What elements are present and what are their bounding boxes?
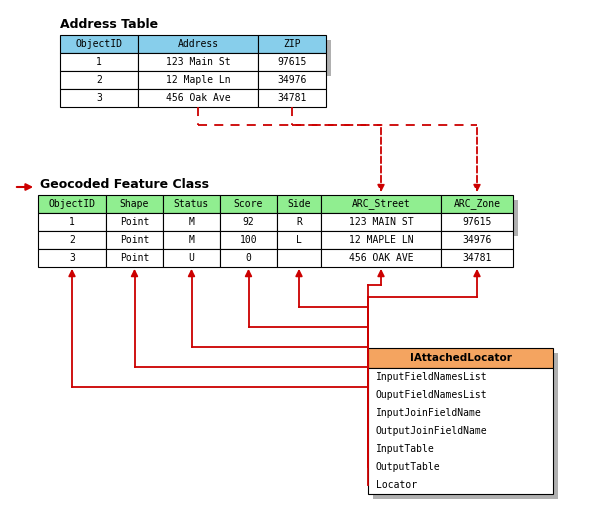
Bar: [277, 231, 321, 249]
Bar: [258, 71, 326, 89]
Bar: [163, 249, 220, 267]
Text: 12 Maple Ln: 12 Maple Ln: [165, 75, 230, 85]
Text: M: M: [189, 217, 195, 227]
Bar: [277, 195, 321, 213]
Text: U: U: [189, 253, 195, 263]
Text: ZIP: ZIP: [283, 39, 301, 49]
Bar: [277, 213, 321, 231]
Bar: [163, 195, 220, 213]
Text: Address: Address: [177, 39, 219, 49]
Text: Point: Point: [120, 235, 149, 245]
Bar: [441, 249, 513, 267]
Text: ARC_Zone: ARC_Zone: [454, 199, 500, 210]
Text: Geocoded Feature Class: Geocoded Feature Class: [40, 178, 209, 191]
Bar: [258, 53, 326, 71]
Text: 97615: 97615: [463, 217, 492, 227]
Text: 123 Main St: 123 Main St: [165, 57, 230, 67]
Text: 34976: 34976: [463, 235, 492, 245]
Text: InputTable: InputTable: [376, 444, 435, 454]
Text: 97615: 97615: [278, 57, 307, 67]
Bar: [60, 53, 138, 71]
Text: 2: 2: [96, 75, 102, 85]
Bar: [65, 40, 331, 76]
Bar: [60, 89, 138, 107]
Bar: [441, 231, 513, 249]
Text: 2: 2: [69, 235, 75, 245]
Text: 0: 0: [246, 253, 251, 263]
Bar: [38, 213, 106, 231]
Bar: [277, 249, 321, 267]
Text: ObjectID: ObjectID: [49, 199, 95, 209]
Bar: [321, 231, 441, 249]
Bar: [138, 89, 258, 107]
Text: Status: Status: [174, 199, 209, 209]
Bar: [138, 53, 258, 71]
Bar: [220, 249, 277, 267]
Text: 34976: 34976: [278, 75, 307, 85]
Bar: [60, 71, 138, 89]
Text: 123 MAIN ST: 123 MAIN ST: [349, 217, 413, 227]
Bar: [163, 231, 220, 249]
Text: 3: 3: [96, 93, 102, 103]
Text: 100: 100: [240, 235, 257, 245]
Bar: [106, 231, 163, 249]
Text: Side: Side: [287, 199, 311, 209]
Text: InputFieldNamesList: InputFieldNamesList: [376, 372, 487, 382]
Text: InputJoinFieldName: InputJoinFieldName: [376, 408, 482, 418]
Bar: [138, 35, 258, 53]
Text: Point: Point: [120, 217, 149, 227]
Text: Shape: Shape: [120, 199, 149, 209]
Text: Point: Point: [120, 253, 149, 263]
Bar: [321, 213, 441, 231]
Bar: [368, 348, 553, 368]
Bar: [321, 249, 441, 267]
Bar: [106, 249, 163, 267]
Text: Locator: Locator: [376, 480, 417, 490]
Bar: [258, 89, 326, 107]
Bar: [138, 71, 258, 89]
Bar: [368, 368, 553, 494]
Text: OutputTable: OutputTable: [376, 462, 441, 472]
Text: R: R: [296, 217, 302, 227]
Bar: [441, 195, 513, 213]
Bar: [321, 195, 441, 213]
Bar: [38, 195, 106, 213]
Text: 1: 1: [69, 217, 75, 227]
Text: Address Table: Address Table: [60, 18, 158, 31]
Text: 34781: 34781: [463, 253, 492, 263]
Bar: [38, 249, 106, 267]
Bar: [60, 35, 138, 53]
Bar: [220, 231, 277, 249]
Text: L: L: [296, 235, 302, 245]
Bar: [106, 195, 163, 213]
Text: 456 Oak Ave: 456 Oak Ave: [165, 93, 230, 103]
Text: 3: 3: [69, 253, 75, 263]
Bar: [106, 213, 163, 231]
Text: M: M: [189, 235, 195, 245]
Bar: [258, 35, 326, 53]
Text: OutputJoinFieldName: OutputJoinFieldName: [376, 426, 487, 436]
Text: IAttachedLocator: IAttachedLocator: [410, 353, 511, 363]
Text: 12 MAPLE LN: 12 MAPLE LN: [349, 235, 413, 245]
Bar: [220, 195, 277, 213]
Text: ObjectID: ObjectID: [75, 39, 123, 49]
Bar: [43, 200, 518, 236]
Text: 34781: 34781: [278, 93, 307, 103]
Bar: [163, 213, 220, 231]
Bar: [373, 353, 558, 499]
Bar: [38, 231, 106, 249]
Bar: [220, 213, 277, 231]
Text: 456 OAK AVE: 456 OAK AVE: [349, 253, 413, 263]
Text: 1: 1: [96, 57, 102, 67]
Text: ARC_Street: ARC_Street: [352, 199, 410, 210]
Bar: [441, 213, 513, 231]
Text: 92: 92: [243, 217, 254, 227]
Text: OuputFieldNamesList: OuputFieldNamesList: [376, 390, 487, 400]
Text: Score: Score: [234, 199, 263, 209]
